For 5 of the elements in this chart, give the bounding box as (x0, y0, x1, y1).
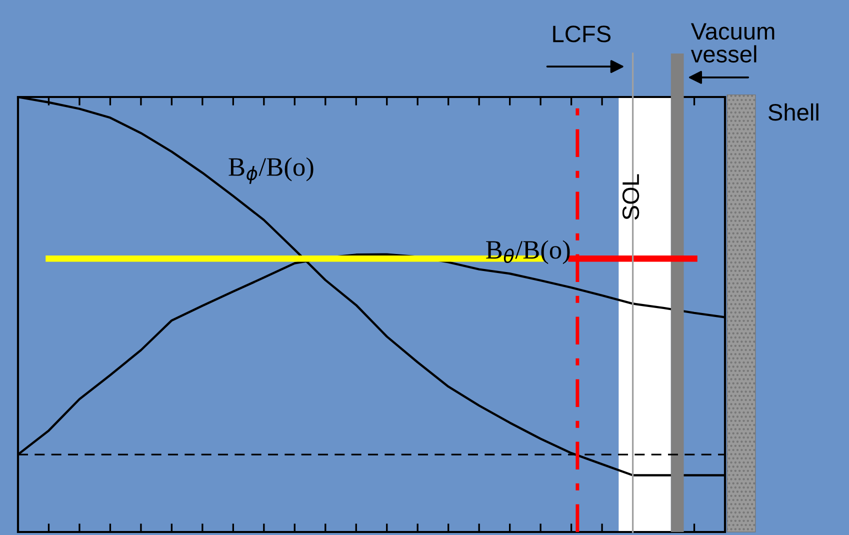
text: Shell (768, 103, 818, 121)
annotation: B$_{ϕ}$/B(o) (228, 157, 314, 184)
text: Vacuum vessel (690, 23, 774, 63)
annotation: SOL (622, 174, 640, 220)
text: LCFS (553, 26, 611, 42)
